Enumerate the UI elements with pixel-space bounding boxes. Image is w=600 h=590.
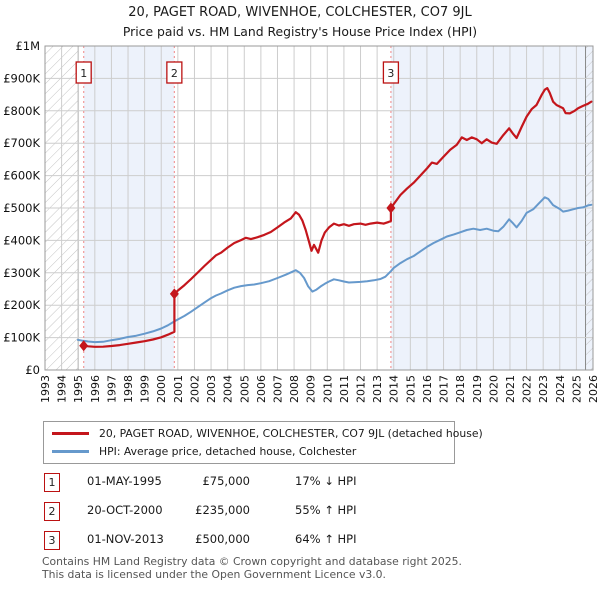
sale-number-label: 2 bbox=[171, 67, 178, 80]
y-axis-tick-label: £800K bbox=[3, 104, 40, 118]
price-paid-line bbox=[82, 86, 593, 348]
x-axis-tick-label: 1996 bbox=[89, 375, 102, 403]
y-axis-tick-label: £600K bbox=[3, 169, 40, 183]
transaction-hpi-diff: 17% ↓ HPI bbox=[295, 474, 357, 488]
footer-line-2: This data is licensed under the Open Gov… bbox=[42, 567, 386, 581]
x-axis-tick-label: 2005 bbox=[238, 375, 251, 403]
hpi-line bbox=[76, 196, 593, 344]
x-axis-tick-label: 2008 bbox=[288, 375, 301, 403]
sale-number-box bbox=[75, 61, 92, 84]
y-axis-tick-label: £100K bbox=[3, 331, 40, 345]
footer-line-1: Contains HM Land Registry data © Crown c… bbox=[42, 555, 462, 568]
x-axis-tick-label: 2004 bbox=[222, 375, 235, 403]
x-axis-tick-label: 1995 bbox=[72, 375, 85, 403]
x-axis-tick-label: 1997 bbox=[105, 375, 118, 403]
x-axis-tick-label: 2010 bbox=[321, 375, 334, 403]
price-history-chart: 1 2 3 £0 £100K £200K £300K £400K £500K £600K £700K… bbox=[3, 39, 600, 403]
y-axis-tick-label: £400K bbox=[3, 233, 40, 247]
y-axis-tick-label: £700K bbox=[3, 136, 40, 150]
legend-entry-price-paid: 20, PAGET ROAD, WIVENHOE, COLCHESTER, CO… bbox=[44, 427, 483, 440]
y-axis-tick-label: £500K bbox=[3, 201, 40, 215]
plot-border bbox=[44, 45, 594, 371]
y-axis-tick-label: £0 bbox=[25, 363, 40, 377]
x-axis-tick-label: 2025 bbox=[570, 375, 583, 403]
x-axis-tick-label: 2014 bbox=[388, 375, 401, 403]
x-axis-tick-label: 2001 bbox=[172, 375, 185, 403]
legend-label: HPI: Average price, detached house, Colc… bbox=[99, 445, 357, 458]
transaction-price: £500,000 bbox=[195, 532, 250, 546]
y-axis-tick-label: £300K bbox=[3, 266, 40, 280]
x-axis-tick-label: 1993 bbox=[39, 375, 52, 403]
x-axis-tick-label: 2016 bbox=[421, 375, 434, 403]
x-axis-tick-label: 1999 bbox=[139, 375, 152, 403]
sale-marker-diamond bbox=[386, 202, 396, 214]
license-footer: Contains HM Land Registry data © Crown c… bbox=[42, 555, 462, 581]
sale-number-box bbox=[382, 61, 400, 84]
page-title: 20, PAGET ROAD, WIVENHOE, COLCHESTER, CO… bbox=[128, 5, 472, 20]
transaction-row: 1 01-MAY-1995 £75,000 17% ↓ HPI bbox=[44, 473, 564, 492]
legend-line-swatch bbox=[52, 432, 89, 435]
sale-number-label: 1 bbox=[80, 67, 87, 80]
y-axis-tick-label: £900K bbox=[3, 71, 40, 85]
transaction-number: 2 bbox=[44, 502, 60, 521]
x-axis-tick-label: 2022 bbox=[521, 375, 534, 403]
sale-marker-diamond bbox=[79, 340, 89, 352]
transaction-row: 3 01-NOV-2013 £500,000 64% ↑ HPI bbox=[44, 531, 564, 550]
x-axis-tick-label: 2002 bbox=[188, 375, 201, 403]
transaction-price: £235,000 bbox=[195, 503, 250, 517]
transaction-price: £75,000 bbox=[202, 474, 250, 488]
sale-number-box bbox=[166, 61, 183, 84]
x-axis-tick-label: 1998 bbox=[122, 375, 135, 403]
x-axis-tick-label: 2000 bbox=[155, 375, 168, 403]
x-axis-tick-label: 2013 bbox=[371, 375, 384, 403]
y-axis-tick-label: £200K bbox=[3, 298, 40, 312]
x-axis-tick-label: 2012 bbox=[355, 375, 368, 403]
x-axis-tick-label: 2009 bbox=[305, 375, 318, 403]
x-axis-tick-label: 2003 bbox=[205, 375, 218, 403]
legend-label: 20, PAGET ROAD, WIVENHOE, COLCHESTER, CO… bbox=[99, 427, 483, 440]
x-axis-tick-label: 2019 bbox=[471, 375, 484, 403]
x-axis-tick-label: 2020 bbox=[487, 375, 500, 403]
x-axis-tick-label: 2015 bbox=[404, 375, 417, 403]
x-axis-tick-label: 2023 bbox=[537, 375, 550, 403]
page-subtitle: Price paid vs. HM Land Registry's House … bbox=[122, 24, 478, 39]
y-axis-tick-label: £1M bbox=[15, 39, 40, 53]
legend-entry-hpi: HPI: Average price, detached house, Colc… bbox=[44, 445, 454, 458]
transaction-date: 20-OCT-2000 bbox=[87, 503, 163, 517]
sale-marker-diamond bbox=[169, 288, 179, 300]
transaction-number: 1 bbox=[44, 473, 60, 492]
x-axis-tick-label: 2018 bbox=[454, 375, 467, 403]
transaction-date: 01-NOV-2013 bbox=[87, 532, 164, 546]
chart-legend: 20, PAGET ROAD, WIVENHOE, COLCHESTER, CO… bbox=[43, 421, 483, 464]
x-axis-tick-label: 2006 bbox=[255, 375, 268, 403]
transaction-date: 01-MAY-1995 bbox=[87, 474, 162, 488]
x-axis-tick-label: 2021 bbox=[504, 375, 517, 403]
x-axis-tick-label: 1994 bbox=[56, 375, 69, 403]
x-axis-tick-label: 2024 bbox=[554, 375, 567, 403]
x-axis-tick-label: 2017 bbox=[438, 375, 451, 403]
sale-number-label: 3 bbox=[387, 67, 394, 80]
x-axis-tick-label: 2011 bbox=[338, 375, 351, 403]
transaction-hpi-diff: 55% ↑ HPI bbox=[295, 503, 357, 517]
transaction-hpi-diff: 64% ↑ HPI bbox=[295, 532, 357, 546]
transaction-row: 2 20-OCT-2000 £235,000 55% ↑ HPI bbox=[44, 502, 564, 521]
x-axis-tick-label: 2007 bbox=[271, 375, 284, 403]
legend-line-swatch bbox=[52, 450, 89, 453]
x-axis-tick-label: 2026 bbox=[587, 375, 600, 403]
transaction-number: 3 bbox=[44, 531, 60, 550]
